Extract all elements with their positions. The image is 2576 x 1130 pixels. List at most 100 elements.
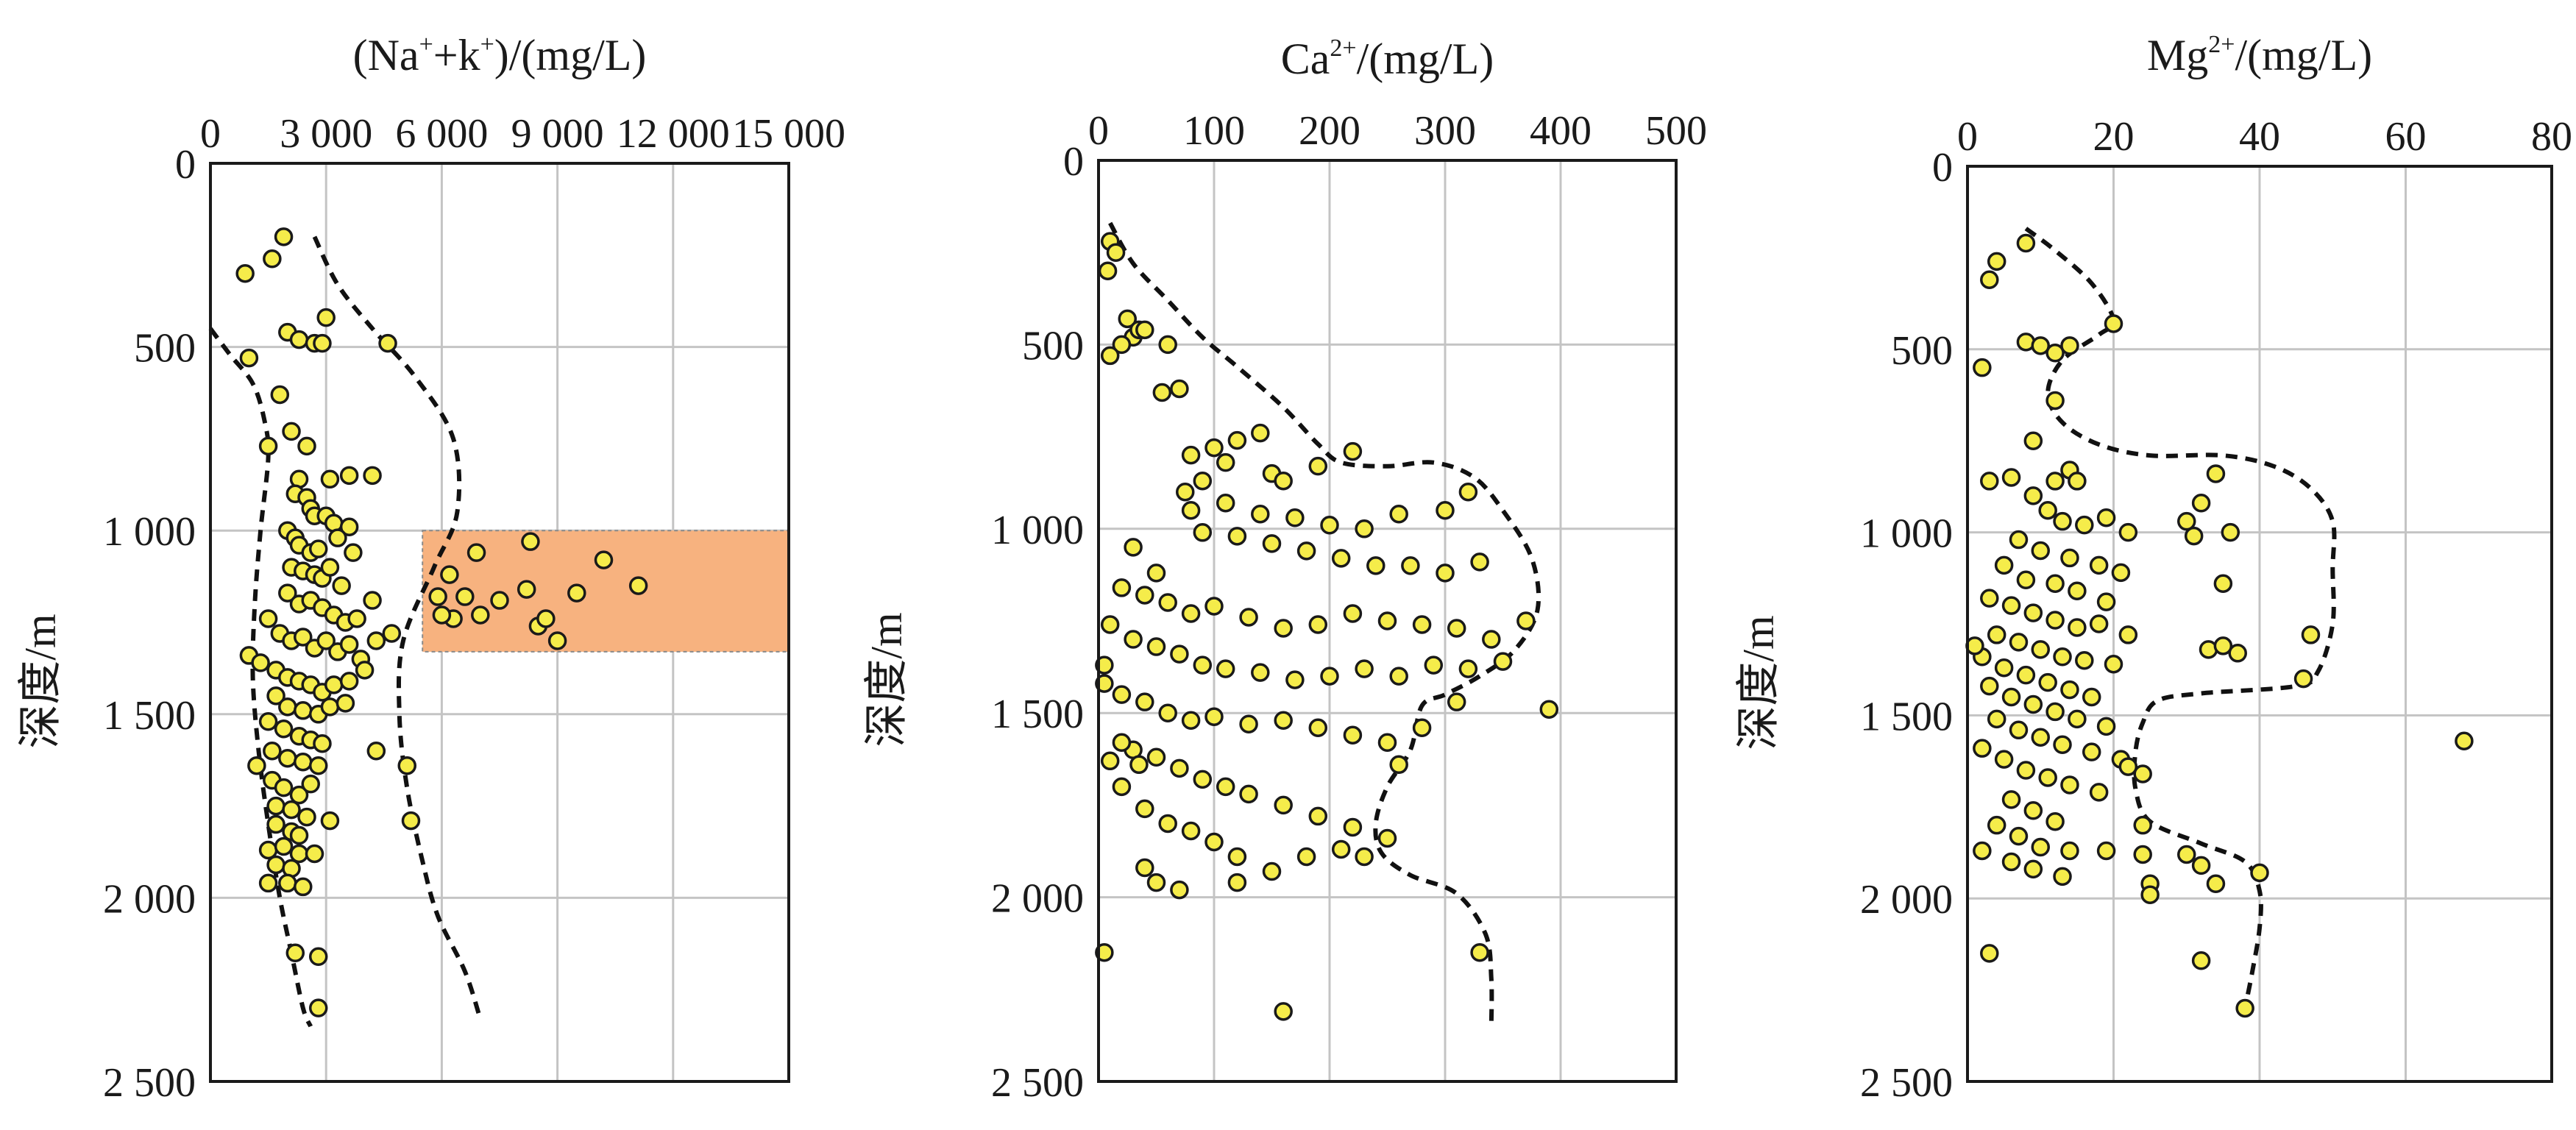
data-point	[266, 814, 285, 834]
data-point	[2089, 783, 2109, 802]
data-point	[1274, 471, 1293, 491]
data-point	[432, 605, 452, 625]
data-point	[455, 587, 475, 606]
data-point	[1158, 814, 1177, 834]
data-point	[1285, 508, 1305, 527]
data-point	[274, 227, 294, 246]
data-point	[2045, 391, 2065, 411]
data-point	[1095, 674, 1114, 693]
data-point	[235, 264, 255, 283]
data-point	[1987, 815, 2006, 835]
data-point	[1965, 636, 1984, 655]
data-point	[2053, 647, 2072, 667]
data-point	[1135, 320, 1154, 340]
data-point	[308, 539, 328, 558]
data-point	[2075, 651, 2094, 670]
data-point	[1308, 456, 1328, 476]
data-point	[2060, 548, 2079, 568]
data-point	[1146, 637, 1166, 656]
data-point	[2096, 841, 2116, 861]
data-point	[2060, 680, 2079, 700]
data-point	[1227, 873, 1247, 892]
y-tick-label: 2 500	[103, 1060, 196, 1106]
data-point	[2009, 720, 2029, 740]
data-point	[1331, 549, 1351, 568]
data-point	[2038, 672, 2057, 692]
y-tick-label: 2 000	[1860, 877, 1953, 923]
chart-mg: 0 20 40 60 80 0 500 1 000 1 500 2 000 2 500 Mg2+/…	[1734, 31, 2572, 1106]
data-point	[1239, 714, 1258, 733]
data-point	[1424, 655, 1444, 675]
data-point	[466, 543, 486, 562]
data-point	[2031, 728, 2050, 747]
data-point	[1124, 630, 1143, 649]
data-point	[1994, 750, 2014, 769]
data-point	[332, 576, 351, 595]
data-point	[2023, 859, 2043, 879]
data-point	[282, 800, 301, 820]
data-point	[2031, 336, 2050, 355]
y-tick-label: 500	[1022, 323, 1084, 369]
data-point	[1447, 619, 1466, 638]
x-ticks: 0 20 40 60 80	[1957, 114, 2572, 160]
data-point	[1098, 261, 1118, 280]
chart-na-k: 0 3 000 6 000 9 000 12 000 15 000 0 500 1 000 1 …	[16, 31, 845, 1106]
data-point	[347, 609, 366, 628]
data-point	[2023, 603, 2043, 622]
data-point	[1296, 541, 1316, 561]
data-point	[2140, 885, 2160, 904]
data-point	[2031, 837, 2050, 857]
data-point	[1343, 817, 1363, 837]
data-point	[2016, 570, 2036, 590]
data-point	[339, 466, 359, 486]
data-point	[1987, 625, 2006, 644]
data-point	[247, 756, 266, 775]
data-point	[1170, 880, 1189, 900]
data-point	[1994, 555, 2014, 575]
data-point	[1170, 379, 1189, 399]
data-point	[594, 550, 614, 569]
data-point	[1308, 806, 1328, 826]
data-point	[2023, 801, 2043, 820]
data-point	[1458, 659, 1478, 678]
data-point	[1152, 383, 1172, 402]
data-point	[1204, 597, 1224, 616]
data-point	[1193, 770, 1213, 789]
y-tick-label: 2 000	[103, 876, 196, 922]
data-point	[266, 855, 285, 875]
data-point	[2060, 841, 2079, 861]
y-tick-label: 0	[1063, 139, 1084, 185]
data-point	[1135, 858, 1154, 878]
data-point	[1193, 655, 1213, 675]
x-tick-label: 6 000	[395, 111, 488, 157]
data-point	[366, 631, 386, 650]
data-point	[278, 697, 297, 717]
data-point	[1216, 452, 1235, 472]
data-point	[1987, 252, 2006, 271]
data-point	[2184, 526, 2204, 546]
data-point	[471, 605, 490, 625]
plot-frame	[1097, 159, 1678, 1083]
data-point	[2053, 511, 2072, 531]
data-point	[320, 469, 340, 489]
data-point	[1124, 538, 1143, 557]
x-tick-label: 400	[1530, 108, 1592, 154]
data-point	[1355, 847, 1374, 867]
data-point	[1193, 523, 1213, 542]
data-point	[2023, 431, 2043, 450]
data-point	[1251, 505, 1270, 524]
x-tick-label: 20	[2093, 114, 2135, 160]
y-tick-label: 2 500	[991, 1060, 1084, 1106]
data-point	[1973, 358, 1992, 377]
data-point	[2235, 998, 2254, 1018]
data-point	[258, 712, 278, 731]
data-point	[1377, 611, 1397, 630]
data-point	[1181, 821, 1201, 841]
x-tick-label: 500	[1645, 108, 1707, 154]
gridlines	[1099, 160, 1676, 1081]
x-tick-label: 300	[1414, 108, 1476, 154]
y-tick-label: 1 000	[991, 508, 1084, 553]
data-point	[2009, 633, 2029, 652]
data-point	[316, 631, 336, 650]
